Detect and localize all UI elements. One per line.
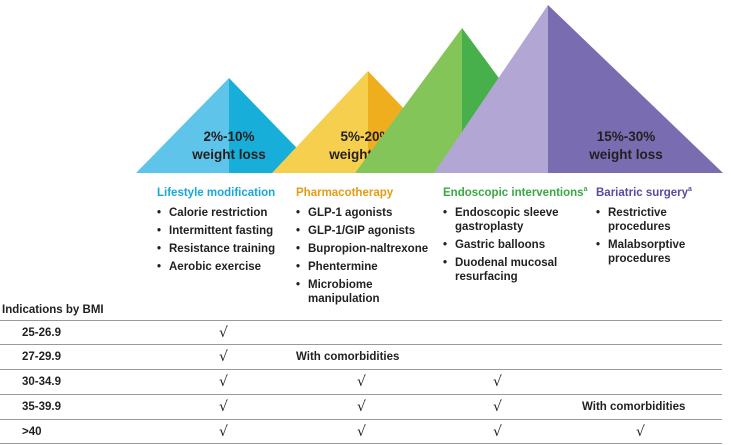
treatment-item: Bupropion-naltrexone: [296, 242, 436, 256]
lifestyle-title: Lifestyle modification: [157, 187, 276, 199]
table-row: >40 √ √ √ √: [0, 420, 722, 444]
treatment-item: Microbiome manipulation: [296, 278, 436, 306]
checkmark: √: [219, 374, 228, 390]
table-row: 35-39.9 √ √ √ With comorbidities: [0, 395, 722, 419]
treatment-item: Aerobic exercise: [157, 260, 292, 274]
bmi-range-label: 30-34.9: [22, 376, 62, 388]
checkmark: √: [219, 424, 228, 440]
table-row: 27-29.9 √ With comorbidities: [0, 345, 722, 369]
treatment-item: Malabsorptive procedures: [596, 238, 721, 266]
endoscopic-title: Endoscopic interventionsa: [443, 186, 588, 199]
endoscopic-list: Endoscopic sleeve gastroplasty Gastric ba…: [443, 206, 591, 284]
pyramid-4-range: 15%-30%: [597, 129, 656, 144]
pyramid-2-left-face: [272, 71, 368, 173]
bariatric-title: Bariatric surgerya: [596, 186, 692, 199]
lifestyle-list: Calorie restriction Intermittent fasting R…: [157, 206, 292, 274]
checkmark: √: [493, 399, 502, 415]
comorbidity-note: With comorbidities: [296, 351, 400, 363]
treatment-item: Restrictive procedures: [596, 206, 721, 234]
table-divider: [0, 419, 722, 420]
treatment-item: GLP-1 agonists: [296, 206, 436, 220]
column-bariatric: Bariatric surgerya Restrictive procedure…: [596, 186, 721, 270]
checkmark: √: [219, 325, 228, 341]
column-lifestyle: Lifestyle modification Calorie restricti…: [157, 186, 292, 278]
treatment-item: Calorie restriction: [157, 206, 292, 220]
bariatric-list: Restrictive procedures Malabsorptive proc…: [596, 206, 721, 266]
checkmark: √: [219, 349, 228, 365]
bmi-table-title: Indications by BMI: [2, 304, 104, 316]
pyramid-4-left-face: [434, 5, 548, 173]
treatment-item: Phentermine: [296, 260, 436, 274]
pyramid-4-right-face: [548, 5, 723, 173]
table-divider: [0, 344, 722, 345]
pyramid-4: 15%-30% weight loss: [434, 5, 723, 173]
table-row: 25-26.9 √: [0, 321, 722, 345]
table-divider: [0, 443, 722, 444]
treatment-item: Intermittent fasting: [157, 224, 292, 238]
treatment-item: Resistance training: [157, 242, 292, 256]
checkmark: √: [636, 424, 645, 440]
pharmacotherapy-list: GLP-1 agonists GLP-1/GIP agonists Bupropio…: [296, 206, 436, 306]
pyramid-3-left-face: [355, 28, 462, 173]
treatment-item: Endoscopic sleeve gastroplasty: [443, 206, 591, 234]
pyramid-1-range: 2%-10%: [203, 129, 254, 144]
bmi-range-label: >40: [22, 426, 42, 438]
column-pharmacotherapy: Pharmacotherapy GLP-1 agonists GLP-1/GIP …: [296, 186, 436, 310]
checkmark: √: [493, 374, 502, 390]
bmi-range-label: 27-29.9: [22, 351, 62, 363]
treatment-item: Gastric balloons: [443, 238, 591, 252]
checkmark: √: [357, 399, 366, 415]
comorbidity-note: With comorbidities: [582, 401, 686, 413]
checkmark: √: [493, 424, 502, 440]
treatment-item: Duodenal mucosal resurfacing: [443, 256, 591, 284]
pyramid-1-label: weight loss: [191, 147, 266, 162]
bmi-range-label: 25-26.9: [22, 327, 62, 339]
pyramid-4-label: weight loss: [588, 147, 663, 162]
table-divider: [0, 320, 722, 321]
checkmark: √: [357, 374, 366, 390]
table-divider: [0, 394, 722, 395]
pharmacotherapy-title: Pharmacotherapy: [296, 187, 394, 199]
pyramid-1-left-face: [136, 78, 229, 173]
treatment-item: GLP-1/GIP agonists: [296, 224, 436, 238]
table-divider: [0, 369, 722, 370]
pyramid-2-range: 5%-20%: [340, 129, 391, 144]
checkmark: √: [219, 399, 228, 415]
bmi-range-label: 35-39.9: [22, 401, 62, 413]
checkmark: √: [357, 424, 366, 440]
column-endoscopic: Endoscopic interventionsa Endoscopic sle…: [443, 186, 591, 288]
table-row: 30-34.9 √ √ √: [0, 370, 722, 394]
